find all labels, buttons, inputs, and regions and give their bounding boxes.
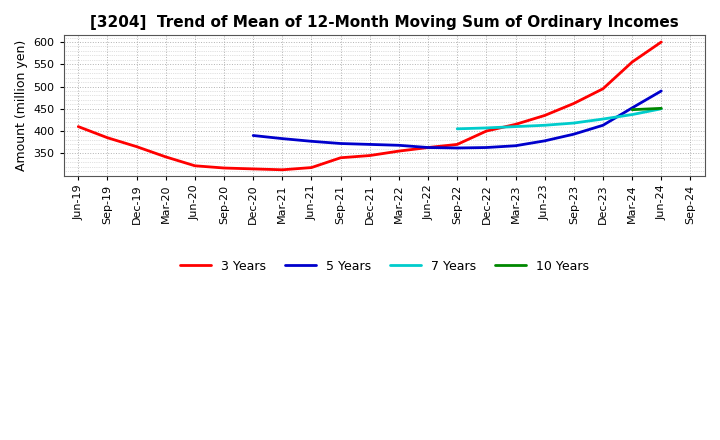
3 Years: [453, 142, 462, 147]
3 Years: [424, 145, 433, 150]
5 Years: [657, 88, 665, 94]
Line: 10 Years: 10 Years: [632, 108, 661, 110]
Line: 3 Years: 3 Years: [78, 42, 661, 170]
Y-axis label: Amount (million yen): Amount (million yen): [15, 40, 28, 171]
5 Years: [307, 139, 316, 144]
7 Years: [598, 117, 607, 122]
3 Years: [132, 144, 141, 149]
7 Years: [657, 106, 665, 111]
5 Years: [482, 145, 491, 150]
3 Years: [161, 154, 170, 160]
3 Years: [657, 39, 665, 44]
5 Years: [628, 105, 636, 110]
3 Years: [74, 124, 83, 129]
10 Years: [628, 107, 636, 112]
5 Years: [453, 145, 462, 150]
Title: [3204]  Trend of Mean of 12-Month Moving Sum of Ordinary Incomes: [3204] Trend of Mean of 12-Month Moving …: [90, 15, 679, 30]
7 Years: [453, 126, 462, 132]
Line: 7 Years: 7 Years: [457, 109, 661, 129]
7 Years: [511, 124, 520, 129]
3 Years: [598, 86, 607, 92]
5 Years: [540, 138, 549, 143]
5 Years: [249, 133, 258, 138]
3 Years: [336, 155, 345, 161]
3 Years: [220, 165, 228, 171]
5 Years: [598, 123, 607, 128]
3 Years: [482, 128, 491, 134]
7 Years: [628, 112, 636, 117]
5 Years: [570, 132, 578, 137]
10 Years: [657, 106, 665, 111]
3 Years: [570, 101, 578, 106]
7 Years: [570, 121, 578, 126]
3 Years: [628, 59, 636, 65]
5 Years: [336, 141, 345, 146]
3 Years: [511, 122, 520, 127]
3 Years: [249, 166, 258, 172]
3 Years: [278, 167, 287, 172]
7 Years: [540, 123, 549, 128]
3 Years: [540, 113, 549, 118]
Line: 5 Years: 5 Years: [253, 91, 661, 148]
5 Years: [278, 136, 287, 141]
5 Years: [366, 142, 374, 147]
5 Years: [511, 143, 520, 148]
5 Years: [395, 143, 403, 148]
5 Years: [424, 145, 433, 150]
7 Years: [482, 125, 491, 131]
3 Years: [395, 148, 403, 154]
3 Years: [366, 153, 374, 158]
3 Years: [103, 135, 112, 140]
3 Years: [191, 163, 199, 169]
3 Years: [307, 165, 316, 170]
Legend: 3 Years, 5 Years, 7 Years, 10 Years: 3 Years, 5 Years, 7 Years, 10 Years: [175, 255, 594, 278]
